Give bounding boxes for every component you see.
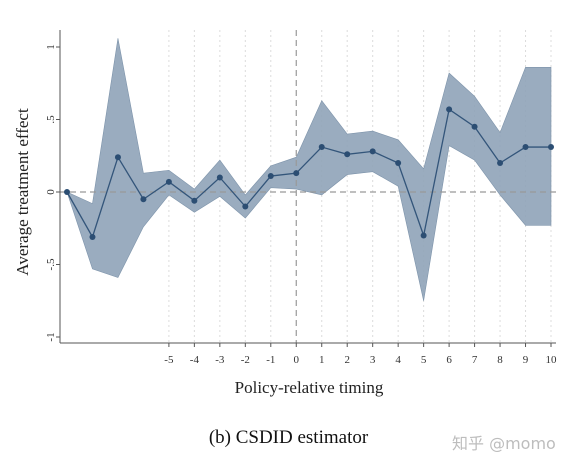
x-tick-label-2: -3 [215,354,225,366]
x-tick-label-6: 1 [319,354,325,366]
y-tick-label-2: 0 [45,189,57,195]
x-tick-label-0: -5 [164,354,174,366]
data-point-11 [344,151,351,158]
x-tick-label-9: 4 [395,354,401,366]
data-point-6 [216,174,223,181]
data-point-0 [64,189,70,195]
estimate-line [66,108,551,239]
axes [59,30,556,344]
x-tick-labels: -5 -4 -3 -2 -1 0 1 2 3 4 5 6 7 8 9 10 [164,343,557,366]
x-tick-label-4: -1 [266,354,275,366]
x-tick-label-1: -4 [190,354,200,366]
x-tick-label-14: 9 [523,354,529,366]
data-point-9 [293,170,300,177]
data-point-2 [114,154,121,161]
y-tick-label-1: -.5 [45,258,57,270]
data-point-4 [165,178,172,185]
data-point-19 [548,144,554,151]
data-point-14 [420,232,427,239]
y-tick-label-4: 1 [45,44,57,50]
data-point-15 [446,106,453,113]
data-point-12 [369,148,376,155]
figure-caption: (b) CSDID estimator [208,427,369,448]
data-point-10 [318,144,325,151]
x-tick-label-12: 7 [472,354,478,366]
y-tick-labels: -1 -.5 0 .5 1 [45,44,60,342]
data-point-17 [497,160,504,166]
data-point-3 [140,196,147,203]
x-axis-title: Policy-relative timing [235,378,384,397]
data-point-16 [471,123,478,130]
watermark: 知乎 @momo [452,434,556,453]
x-tick-label-5: 0 [294,354,300,366]
data-point-8 [267,173,274,180]
data-point-7 [242,203,249,210]
event-study-chart: -5 -4 -3 -2 -1 0 1 2 3 4 5 6 7 8 9 10 -1 -.5 0 .5 1 Policy-… [13,30,557,397]
x-tick-label-11: 6 [446,354,452,366]
x-tick-label-13: 8 [497,354,503,366]
x-tick-label-15: 10 [546,354,558,366]
data-point-18 [522,144,529,151]
reference-lines [60,30,556,343]
confidence-band [66,38,552,301]
data-point-13 [395,160,402,166]
y-axis-title: Average treatment effect [13,108,32,276]
data-point-5 [191,197,198,204]
x-tick-label-10: 5 [421,354,427,366]
y-tick-label-3: .5 [45,115,57,124]
x-tick-label-7: 2 [344,354,350,366]
estimate-points [64,106,554,240]
x-tick-label-8: 3 [370,354,376,366]
x-tick-label-3: -2 [241,354,250,366]
y-tick-label-0: -1 [45,332,57,341]
data-point-1 [89,233,96,240]
